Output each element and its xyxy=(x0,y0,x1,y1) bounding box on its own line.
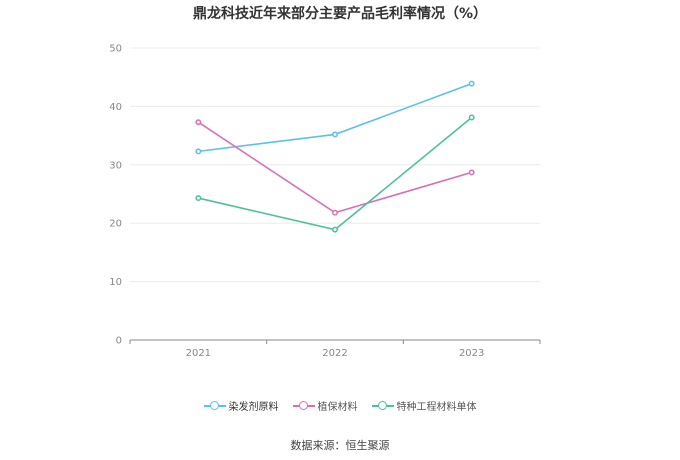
x-tick-label: 2022 xyxy=(322,348,347,359)
legend-item[interactable]: 染发剂原料 xyxy=(203,398,279,413)
x-tick-label: 2023 xyxy=(459,348,484,359)
y-tick-label: 40 xyxy=(109,102,122,113)
chart-title: 鼎龙科技近年来部分主要产品毛利率情况（%） xyxy=(192,6,488,22)
data-source: 数据来源：恒生聚源 xyxy=(290,439,390,452)
legend-label: 植保材料 xyxy=(317,402,358,413)
data-point xyxy=(195,119,202,126)
legend-label: 染发剂原料 xyxy=(228,402,279,413)
data-point xyxy=(468,80,475,87)
data-point xyxy=(332,226,338,233)
data-point xyxy=(195,195,202,202)
data-point xyxy=(195,148,202,155)
legend-swatch-icon xyxy=(292,400,315,412)
data-point xyxy=(332,131,338,138)
data-point xyxy=(332,209,338,216)
legend: 染发剂原料 植保材料 特种工程材料单体 xyxy=(0,398,680,413)
y-tick-label: 50 xyxy=(109,44,122,55)
y-tick-label: 10 xyxy=(109,277,122,288)
series-line xyxy=(198,82,472,153)
data-point xyxy=(468,114,475,121)
x-tick-label: 2021 xyxy=(186,348,211,359)
y-tick-label: 20 xyxy=(109,219,122,230)
y-tick-label: 0 xyxy=(116,336,122,347)
legend-item[interactable]: 特种工程材料单体 xyxy=(371,398,477,413)
grid-lines xyxy=(130,47,540,283)
legend-swatch-icon xyxy=(371,400,394,412)
y-tick-label: 30 xyxy=(109,160,122,171)
series-lines xyxy=(195,80,475,233)
legend-swatch-icon xyxy=(203,400,226,412)
data-point xyxy=(468,169,475,176)
legend-item[interactable]: 植保材料 xyxy=(292,398,358,413)
axes: 0 10 20 30 40 50 2021 2022 2023 xyxy=(109,44,541,359)
legend-label: 特种工程材料单体 xyxy=(396,402,477,413)
